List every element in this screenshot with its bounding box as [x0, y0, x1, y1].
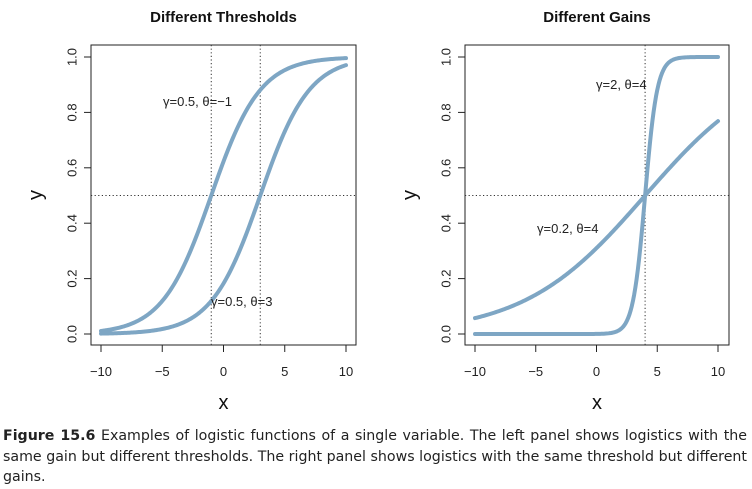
- chart-panel-2: Different Gains −10 −5 0 5 10 0.0 0.2 0.4 0.6 0.8 1…: [399, 9, 730, 414]
- y-tick-label: 0.6: [65, 159, 80, 177]
- figure: Different Thresholds −10 −5 0 5 10 0.0 0.2 0.4 0.…: [25, 9, 730, 414]
- x-axis-label: x: [592, 392, 602, 414]
- y-tick-label: 0.0: [65, 325, 80, 343]
- y-axis-label: y: [25, 190, 47, 200]
- caption-text: Examples of logistic functions of a sing…: [3, 428, 748, 485]
- series-label: γ=2, θ=4: [596, 77, 647, 92]
- series-line: [99, 63, 348, 336]
- y-tick-label: 0.8: [439, 103, 454, 121]
- caption-label: Figure 15.6: [3, 428, 96, 444]
- y-tick-label: 0.6: [439, 159, 454, 177]
- series-label: γ=0.5, θ=−1: [163, 94, 232, 109]
- series-line: [99, 56, 348, 333]
- y-tick-label: 0.4: [439, 214, 454, 232]
- x-tick-label: −10: [464, 364, 486, 379]
- x-axis-label: x: [219, 392, 229, 414]
- series-line: [473, 119, 720, 321]
- y-tick-label: 0.2: [439, 270, 454, 288]
- series-label: γ=0.5, θ=3: [211, 294, 272, 309]
- chart-title: Different Gains: [543, 9, 651, 26]
- x-tick-label: −5: [155, 364, 170, 379]
- chart-panel-1: Different Thresholds −10 −5 0 5 10 0.0 0.2 0.4 0.…: [25, 9, 357, 414]
- x-tick-label: 5: [281, 364, 288, 379]
- x-tick-label: −10: [90, 364, 112, 379]
- chart-title: Different Thresholds: [150, 9, 297, 26]
- x-tick-label: 0: [593, 364, 600, 379]
- x-tick-label: 0: [220, 364, 227, 379]
- x-tick-label: 5: [654, 364, 661, 379]
- y-axis-label: y: [399, 190, 421, 200]
- y-tick-label: 0.0: [439, 325, 454, 343]
- figure-caption: Figure 15.6 Examples of logistic functio…: [3, 426, 747, 488]
- y-tick-label: 1.0: [65, 48, 80, 66]
- x-tick-label: −5: [528, 364, 543, 379]
- x-tick-label: 10: [711, 364, 725, 379]
- x-tick-label: 10: [339, 364, 353, 379]
- series-line: [473, 55, 720, 336]
- series-label: γ=0.2, θ=4: [537, 221, 598, 236]
- y-tick-label: 0.2: [65, 270, 80, 288]
- y-tick-label: 1.0: [439, 48, 454, 66]
- y-tick-label: 0.8: [65, 103, 80, 121]
- y-tick-label: 0.4: [65, 214, 80, 232]
